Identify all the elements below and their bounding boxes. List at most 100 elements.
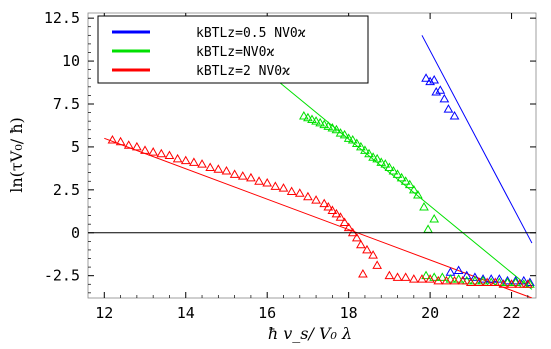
data-point-s0-10 bbox=[461, 270, 472, 280]
data-point-s2-12 bbox=[205, 162, 216, 172]
data-point-s2-46 bbox=[433, 275, 444, 285]
y-tick-label-1: 0 bbox=[71, 224, 80, 242]
data-point-s0-9 bbox=[453, 265, 464, 275]
data-point-s0-5 bbox=[439, 93, 450, 103]
data-point-s2-55 bbox=[506, 279, 517, 288]
data-point-s1-23 bbox=[392, 169, 403, 178]
data-point-s2-57 bbox=[522, 279, 533, 288]
data-point-s0-18 bbox=[525, 277, 535, 287]
data-point-s1-9 bbox=[335, 128, 346, 137]
y-tick-label-3: 5 bbox=[71, 138, 80, 156]
x-tick-label-1: 14 bbox=[177, 304, 195, 322]
y-tick-label-4: 7.5 bbox=[53, 95, 80, 113]
data-point-s1-33 bbox=[429, 272, 440, 281]
data-point-s1-16 bbox=[364, 148, 374, 158]
legend: kBTLz=0.5 NV0ϰ kBTLz=NV0ϰ kBTLz=2 NV0ϰ bbox=[97, 15, 369, 84]
data-point-s2-3 bbox=[132, 141, 142, 151]
data-point-s1-24 bbox=[396, 172, 407, 182]
data-point-s1-13 bbox=[351, 138, 362, 147]
x-tick-label-3: 18 bbox=[340, 304, 358, 322]
data-point-s1-39 bbox=[478, 275, 488, 285]
y-axis: -2.5 0 2.5 5 7.5 10 12.5 bbox=[44, 9, 536, 294]
data-point-s1-35 bbox=[445, 274, 456, 283]
data-point-s2-4 bbox=[140, 145, 150, 154]
data-point-s2-49 bbox=[457, 275, 468, 285]
data-point-s2-29 bbox=[331, 208, 342, 218]
data-point-s2-8 bbox=[172, 153, 183, 163]
data-point-s1-4 bbox=[315, 117, 326, 127]
data-point-s2-2 bbox=[123, 140, 134, 149]
data-point-s2-31 bbox=[339, 217, 350, 226]
data-point-s1-32 bbox=[421, 270, 431, 280]
data-point-s1-6 bbox=[323, 121, 334, 130]
fit-line-0 bbox=[421, 35, 533, 244]
y-tick-label-0: -2.5 bbox=[44, 267, 80, 285]
data-point-s2-47 bbox=[441, 275, 452, 285]
data-point-s1-8 bbox=[331, 124, 342, 134]
data-point-s2-51 bbox=[474, 277, 484, 287]
data-point-s2-19 bbox=[262, 177, 273, 187]
data-point-s2-40 bbox=[384, 270, 395, 280]
data-point-s1-3 bbox=[311, 116, 321, 125]
data-point-s1-19 bbox=[376, 157, 387, 166]
data-point-s2-5 bbox=[148, 147, 159, 156]
data-point-s0-6 bbox=[443, 104, 454, 113]
data-point-s2-50 bbox=[465, 277, 476, 287]
data-point-s2-14 bbox=[221, 165, 232, 175]
data-point-s2-18 bbox=[254, 176, 264, 185]
data-point-s2-41 bbox=[392, 272, 403, 281]
data-point-s2-15 bbox=[229, 169, 240, 178]
data-point-s2-23 bbox=[294, 188, 305, 197]
x-axis: 12 14 16 18 20 22 bbox=[95, 13, 529, 322]
data-point-s2-24 bbox=[303, 191, 313, 201]
data-point-s1-7 bbox=[327, 123, 338, 132]
data-point-s2-16 bbox=[237, 171, 248, 180]
data-point-s0-4 bbox=[435, 85, 446, 94]
y-tick-label-5: 10 bbox=[62, 52, 80, 70]
data-point-s2-56 bbox=[514, 279, 525, 288]
data-point-s2-48 bbox=[449, 275, 460, 285]
data-point-s2-20 bbox=[270, 181, 281, 190]
x-tick-label-2: 16 bbox=[258, 304, 276, 322]
data-point-s1-27 bbox=[408, 184, 419, 194]
data-point-s2-34 bbox=[351, 232, 362, 242]
data-point-s1-43 bbox=[510, 277, 521, 287]
data-point-s0-2 bbox=[429, 74, 440, 84]
data-point-s1-28 bbox=[413, 189, 423, 199]
data-point-s2-52 bbox=[482, 277, 492, 287]
data-point-s2-37 bbox=[368, 250, 378, 259]
data-point-s2-43 bbox=[408, 274, 419, 283]
data-point-s1-2 bbox=[307, 114, 317, 123]
data-point-s1-10 bbox=[339, 129, 350, 139]
data-point-s2-7 bbox=[164, 150, 175, 159]
data-point-s2-54 bbox=[498, 279, 509, 288]
data-point-s1-36 bbox=[453, 274, 464, 283]
data-point-s1-1 bbox=[303, 112, 313, 122]
legend-label-1: kBTLz=NV0ϰ bbox=[196, 45, 274, 60]
y-tick-label-2: 2.5 bbox=[53, 181, 80, 199]
y-axis-title: ln(τV₀/ ħ) bbox=[7, 117, 26, 193]
data-point-s2-44 bbox=[417, 274, 427, 283]
data-point-s1-42 bbox=[502, 277, 513, 287]
data-point-s0-16 bbox=[510, 275, 521, 285]
data-point-s1-21 bbox=[384, 162, 395, 172]
data-point-s1-14 bbox=[356, 141, 366, 151]
data-point-s1-12 bbox=[347, 135, 358, 144]
data-point-s1-17 bbox=[368, 152, 378, 161]
x-tick-label-5: 22 bbox=[503, 304, 521, 322]
data-point-s2-42 bbox=[400, 272, 411, 281]
data-point-s2-17 bbox=[246, 172, 256, 182]
data-point-s1-11 bbox=[343, 133, 354, 142]
x-tick-label-4: 20 bbox=[421, 304, 439, 322]
data-point-s2-38 bbox=[372, 260, 383, 269]
data-point-s0-15 bbox=[502, 275, 513, 285]
data-point-s1-31 bbox=[423, 224, 433, 233]
data-point-s2-28 bbox=[327, 205, 338, 214]
fit-line-2 bbox=[104, 137, 533, 298]
data-point-s2-36 bbox=[362, 244, 372, 254]
data-point-s0-11 bbox=[470, 272, 480, 281]
data-point-s2-45 bbox=[425, 274, 435, 283]
legend-label-2: kBTLz=2 NV0ϰ bbox=[196, 64, 290, 79]
data-point-s2-21 bbox=[278, 183, 289, 192]
